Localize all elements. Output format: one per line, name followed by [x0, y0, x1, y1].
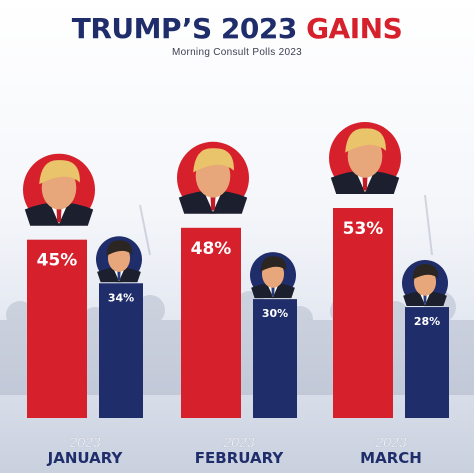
portrait-january-tall	[23, 153, 95, 226]
data-label-february-tall: 48%	[191, 239, 232, 259]
tie-shape	[271, 286, 275, 296]
month-label-march: MARCH	[360, 449, 422, 467]
tie-shape	[117, 270, 121, 280]
hair-shape	[106, 240, 133, 256]
month-label-february: FEBRUARY	[195, 449, 285, 467]
title-part-red: GAINS	[306, 12, 403, 45]
tie-shape	[423, 294, 427, 304]
portrait-march-short	[402, 260, 448, 307]
hair-shape	[345, 128, 386, 153]
bar-march-tall	[333, 208, 393, 418]
chart-title: TRUMP’S 2023 GAINS	[0, 12, 474, 45]
data-label-january-tall: 45%	[37, 251, 78, 271]
year-label-january: 2023	[68, 434, 100, 450]
bar-january-tall	[27, 239, 87, 418]
portrait-march-tall	[329, 122, 401, 194]
data-label-february-short: 30%	[262, 307, 288, 320]
hair-shape	[260, 256, 287, 272]
bar-february-tall	[181, 227, 241, 418]
tie-shape	[362, 176, 368, 191]
bar-january-short	[99, 283, 143, 418]
bar-march-short	[405, 307, 449, 418]
title-part-navy: TRUMP’S 2023	[71, 12, 298, 45]
portrait-february-tall	[177, 141, 249, 214]
chart-subtitle: Morning Consult Polls 2023	[171, 47, 303, 58]
hair-shape	[193, 148, 234, 173]
hair-shape	[412, 264, 439, 280]
month-label-january: JANUARY	[47, 449, 124, 467]
data-label-january-short: 34%	[108, 291, 134, 304]
bar-february-short	[253, 299, 297, 418]
tie-shape	[56, 207, 62, 223]
hair-shape	[39, 160, 80, 185]
portrait-february-short	[250, 252, 296, 299]
data-label-march-short: 28%	[414, 315, 440, 328]
year-label-february: 2023	[222, 434, 254, 450]
portrait-january-short	[96, 236, 142, 283]
data-label-march-tall: 53%	[343, 219, 384, 239]
tie-shape	[210, 195, 216, 211]
year-label-march: 2023	[374, 434, 406, 450]
